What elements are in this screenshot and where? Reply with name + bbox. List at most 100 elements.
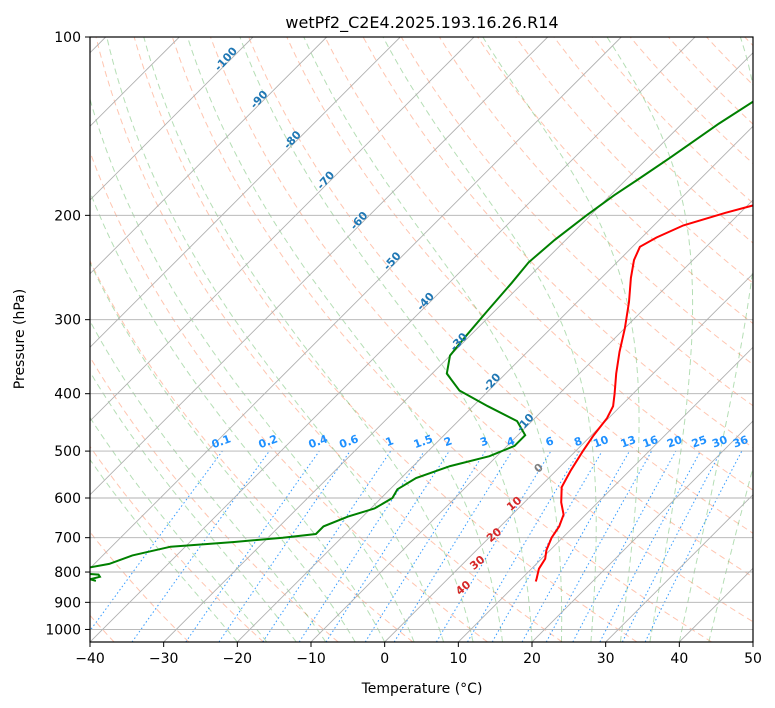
isotherm-line [90, 37, 401, 348]
y-tick-label: 200 [54, 208, 81, 224]
x-axis-title: Temperature (°C) [361, 681, 483, 697]
moist-adiabat-label: -80 [281, 128, 304, 152]
y-tick-label: 500 [54, 444, 81, 460]
isotherm-line [236, 125, 753, 642]
isotherm-line [678, 567, 753, 642]
mixing-ratio-line [521, 450, 630, 642]
moist-adiabat-line [143, 37, 474, 642]
isotherm-line [163, 52, 753, 642]
dry-adiabat-line [171, 37, 712, 642]
y-tick-label: 600 [54, 491, 81, 507]
moist-adiabat-line [187, 37, 503, 642]
profile-lines [90, 100, 753, 582]
y-axis-ticks: 100 200 300 400 500 600 700 800 900 1000 [45, 30, 90, 638]
dry-adiabat-line [90, 150, 488, 642]
isotherm-line [457, 346, 753, 642]
moist-adiabat-line [382, 37, 597, 642]
isotherm-line [90, 37, 549, 496]
mixing-ratio-label: 4 [505, 434, 517, 449]
dry-adiabat-line [629, 37, 753, 165]
dry-adiabat-line [744, 37, 753, 47]
dry-adiabat-line [90, 356, 339, 642]
temperature-line [534, 204, 753, 582]
y-tick-label: 400 [54, 387, 81, 403]
moist-adiabat-label: -50 [381, 249, 404, 273]
mixing-ratio-label: 16 [641, 433, 660, 451]
isotherm-line [90, 37, 254, 201]
mixing-ratio-line [185, 450, 320, 642]
mixing-ratio-label: 30 [710, 433, 729, 451]
mixing-ratio-label: 25 [690, 433, 709, 450]
dry-adiabat-line [515, 37, 753, 284]
moist-adiabat-line [90, 458, 238, 642]
mixing-ratio-line [644, 450, 743, 642]
moist-adiabat-line [239, 37, 533, 642]
moist-adiabat-line [106, 37, 445, 642]
x-tick-label: 0 [380, 651, 389, 667]
moist-adiabat-line [606, 37, 694, 642]
dry-adiabat-line [133, 37, 638, 642]
mixing-ratio-line [298, 450, 425, 642]
chart-title: wetPf2_C2E4.2025.193.16.26.R14 [285, 13, 558, 33]
y-tick-label: 1000 [45, 622, 81, 638]
moist-adiabat-line [90, 97, 415, 642]
moist-adiabat-label: -70 [314, 168, 337, 192]
moist-adiabat-line [482, 37, 640, 642]
mixing-ratio-line [131, 450, 270, 642]
mixing-ratio-line [599, 450, 701, 642]
moist-adiabat-line [708, 465, 753, 642]
dry-adiabat-line [90, 445, 264, 642]
moist-adiabat-label: -10 [514, 411, 537, 435]
mixing-ratio-line [325, 450, 450, 642]
mixing-ratio-label: 0.6 [338, 432, 361, 451]
dry-adiabat-line [400, 37, 753, 407]
mixing-ratio-label: 10 [591, 433, 610, 451]
isotherm-line [90, 37, 622, 569]
x-tick-label: 30 [597, 651, 615, 667]
moist-adiabat-line [90, 190, 386, 642]
mixing-ratio-line [218, 450, 351, 642]
moist-adiabat-line [90, 261, 356, 642]
dry-adiabat-line [248, 37, 753, 578]
y-tick-label: 300 [54, 313, 81, 329]
plot-frame [89, 36, 754, 643]
dry-adiabat-line [324, 37, 753, 491]
y-tick-label: 900 [54, 595, 81, 611]
mixing-ratio-label: 8 [572, 434, 584, 449]
moist-adiabat-line [678, 37, 753, 642]
dry-adiabat-line [591, 37, 753, 204]
moist-adiabat-line [90, 370, 297, 642]
mixing-ratio-line [393, 450, 513, 642]
mixing-ratio-label: 20 [665, 433, 684, 451]
mixing-ratio-label: 0.1 [210, 432, 233, 451]
grid-lines [90, 37, 753, 642]
isotherm-line [90, 37, 328, 275]
moist-adiabat-label: -40 [414, 290, 437, 314]
mixing-ratio-label: 36 [731, 433, 750, 451]
mixing-ratio-label: 1.5 [412, 432, 435, 451]
y-tick-label: 800 [54, 565, 81, 581]
mixing-ratio-label: 13 [619, 433, 638, 450]
mixing-ratio-line [364, 450, 486, 642]
moist-adiabat-line [90, 320, 327, 642]
x-tick-label: −10 [296, 651, 326, 667]
isotherm-line [752, 641, 753, 642]
dry-adiabat-label: 10 [504, 494, 524, 514]
moist-adiabat-label: -60 [348, 209, 371, 233]
dry-adiabat-line [90, 531, 190, 642]
mixing-ratio-line [545, 450, 653, 642]
x-tick-label: −20 [223, 651, 253, 667]
x-tick-label: 50 [744, 651, 762, 667]
mixing-ratio-line [90, 450, 223, 632]
dry-adiabat-line [553, 37, 753, 244]
x-axis-ticks: −40 −30 −20 −10 0 10 20 30 40 50 [75, 642, 762, 667]
x-tick-label: 20 [523, 651, 541, 667]
mixing-ratio-line [467, 450, 580, 642]
moist-adiabat-line [303, 37, 563, 642]
moist-adiabat-label: -20 [481, 370, 504, 394]
dry-adiabat-line [706, 37, 753, 86]
mixing-ratio-label: 6 [544, 434, 556, 449]
mixing-ratio-label: 0.2 [257, 432, 280, 451]
mixing-ratio-line [572, 450, 677, 642]
x-tick-label: 40 [670, 651, 688, 667]
